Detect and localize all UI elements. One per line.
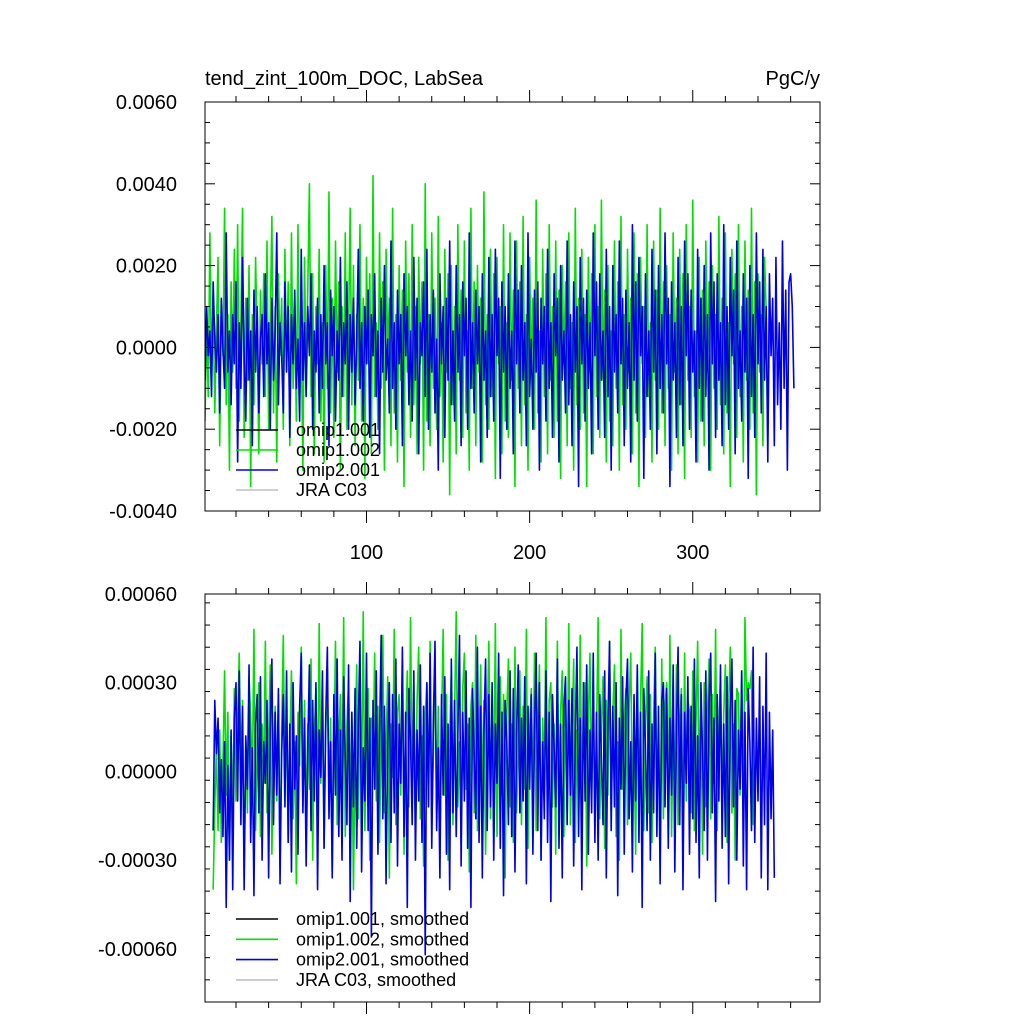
- x-tick-label: 300: [676, 542, 709, 564]
- bottom-plot-frame: [204, 593, 821, 1003]
- legend-label: JRA C03, smoothed: [296, 970, 456, 990]
- legend-label: omip1.002, smoothed: [296, 929, 469, 949]
- bottom-axes: -0.00060 -0.00030 0.00000 0.00030 0.00060: [98, 582, 820, 1014]
- bottom-panel: -0.00060 -0.00030 0.00000 0.00030 0.00060 om…: [98, 582, 821, 1014]
- top-series-group: [205, 174, 795, 496]
- x-tick-label: 100: [350, 542, 383, 564]
- legend-label: omip2.001: [296, 460, 380, 480]
- y-tick-label: 0.0060: [116, 92, 177, 114]
- y-tick-label: 0.00000: [105, 761, 177, 783]
- series-line-omip2-001-smoothed: [212, 634, 776, 956]
- y-tick-label: -0.00030: [98, 850, 177, 872]
- legend-label: omip1.001, smoothed: [296, 909, 469, 929]
- top-axes: -0.0040 -0.0020 0.0000 0.0020 0.0040 0.0060 10…: [109, 90, 820, 564]
- series-line-omip2-001: [205, 223, 795, 488]
- top-panel: tend_zint_100m_DOC, LabSea PgC/y -0.0040…: [109, 68, 821, 564]
- x-tick-label: 200: [513, 542, 546, 564]
- top-plot-frame: [204, 101, 821, 512]
- y-tick-label: 0.00060: [105, 584, 177, 606]
- top-chart-title: tend_zint_100m_DOC, LabSea: [205, 68, 484, 90]
- legend-label: omip1.002: [296, 440, 380, 460]
- legend-label: omip1.001: [296, 420, 380, 440]
- y-tick-label: 0.00030: [105, 673, 177, 695]
- y-tick-label: 0.0020: [116, 256, 177, 278]
- y-tick-label: -0.0020: [109, 419, 177, 441]
- bottom-series-group: [212, 610, 776, 956]
- legend-label: JRA C03: [296, 480, 367, 500]
- series-line-omip1-002: [205, 174, 771, 496]
- y-tick-label: -0.0040: [109, 501, 177, 523]
- y-tick-label: 0.0040: [116, 174, 177, 196]
- legend-label: omip2.001, smoothed: [296, 950, 469, 970]
- top-chart-units: PgC/y: [766, 68, 820, 90]
- y-tick-label: 0.0000: [116, 337, 177, 359]
- y-tick-label: -0.00060: [98, 939, 177, 961]
